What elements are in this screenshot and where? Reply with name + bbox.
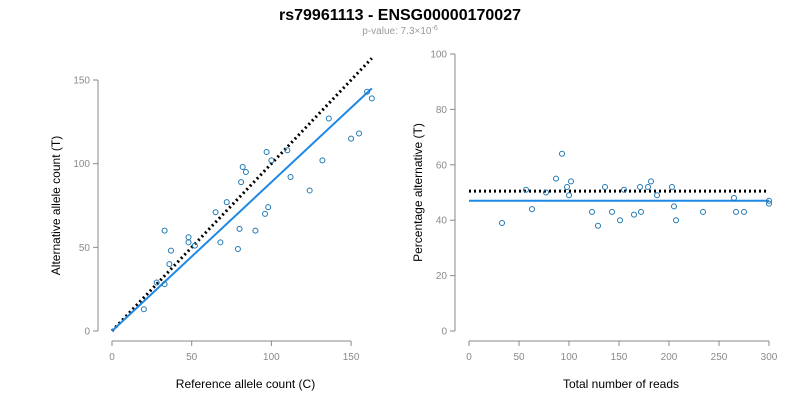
x-tick-label: 50: [513, 352, 525, 363]
x-tick-label: 100: [561, 352, 578, 363]
data-point: [648, 178, 654, 185]
data-point: [161, 227, 168, 234]
data-point: [638, 208, 644, 215]
y-tick-label: 150: [73, 76, 90, 87]
data-point: [356, 130, 363, 137]
data-point: [287, 174, 294, 181]
data-point: [166, 261, 173, 268]
data-point: [284, 147, 291, 154]
data-point: [564, 183, 570, 190]
x-tick-label: 150: [343, 352, 360, 363]
data-point: [566, 192, 572, 199]
data-point: [268, 157, 275, 164]
y-tick-label: 0: [84, 327, 90, 338]
data-point: [191, 242, 198, 249]
y-tick-label: 100: [73, 159, 90, 170]
data-point: [529, 206, 535, 213]
data-point: [364, 88, 371, 95]
y-tick-label: 80: [436, 105, 448, 116]
p-value-times: ×: [415, 26, 421, 37]
data-point: [631, 211, 637, 218]
p-value-prefix: p-value: 7.3: [362, 26, 415, 37]
fit-line: [111, 87, 373, 332]
data-point: [161, 281, 168, 288]
x-axis-label: Reference allele count (C): [176, 377, 315, 391]
y-tick-label: 40: [436, 216, 448, 227]
data-point: [153, 279, 160, 286]
data-point: [236, 225, 243, 232]
data-point: [559, 150, 565, 157]
data-point: [319, 157, 326, 164]
data-point: [609, 208, 615, 215]
data-point: [167, 247, 174, 254]
data-point: [595, 222, 601, 229]
y-axis-label: Percentage alternative (T): [411, 123, 425, 262]
data-point: [234, 246, 241, 253]
x-tick-label: 250: [711, 352, 728, 363]
data-point: [185, 239, 192, 246]
panel-percentage-alternative: 0 50 100 150 200 250 300 0 20 40 60 80 100 Total numb…: [411, 50, 778, 392]
data-point: [523, 186, 529, 193]
data-point: [741, 208, 747, 215]
data-point: [263, 148, 270, 155]
y-tick-label: 100: [430, 50, 447, 61]
y-tick-label: 20: [436, 271, 448, 282]
data-point: [589, 208, 595, 215]
x-tick-label: 150: [611, 352, 628, 363]
data-point: [602, 183, 608, 190]
data-point: [306, 187, 313, 194]
x-tick-label: 200: [661, 352, 678, 363]
reference-line: [110, 57, 373, 333]
p-value-base: 10: [420, 26, 432, 37]
x-axis-label: Total number of reads: [563, 377, 679, 391]
panel-allele-counts: 0 50 100 150 0 50 100 150 Reference allele count…: [49, 57, 375, 391]
data-point: [637, 183, 643, 190]
x-tick-label: 100: [263, 352, 280, 363]
data-point: [265, 204, 272, 211]
data-point: [185, 234, 192, 241]
y-tick-label: 60: [436, 160, 448, 171]
data-point: [223, 199, 230, 206]
chart-title: rs79961113 - ENSG00000170027: [279, 7, 521, 24]
y-tick-label: 0: [441, 327, 447, 338]
data-point: [543, 189, 549, 196]
data-point: [700, 208, 706, 215]
y-tick-label: 50: [79, 243, 91, 254]
data-point: [325, 115, 332, 122]
x-tick-label: 50: [186, 352, 198, 363]
data-point: [731, 195, 737, 202]
data-point: [252, 227, 259, 234]
data-point: [140, 306, 147, 313]
data-point: [673, 217, 679, 224]
data-point: [242, 169, 249, 176]
data-point: [654, 192, 660, 199]
data-point: [553, 175, 559, 182]
p-value-exponent: -6: [432, 25, 438, 32]
data-point: [262, 210, 269, 217]
data-point: [621, 186, 627, 193]
x-tick-label: 0: [466, 352, 472, 363]
data-point: [568, 178, 574, 185]
data-point: [766, 200, 772, 207]
x-tick-label: 300: [761, 352, 778, 363]
data-point: [617, 217, 623, 224]
data-point: [499, 219, 505, 226]
data-point: [212, 209, 219, 216]
data-point: [239, 164, 246, 171]
data-point: [766, 197, 772, 204]
data-point: [217, 239, 224, 246]
y-axis-label: Alternative allele count (T): [49, 136, 63, 275]
data-point: [368, 95, 375, 102]
x-tick-label: 0: [109, 352, 115, 363]
data-point: [645, 183, 651, 190]
data-point: [348, 135, 355, 142]
chart-subtitle: p-value: 7.3×10-6: [362, 25, 438, 37]
data-point: [238, 179, 245, 186]
data-point: [669, 183, 675, 190]
data-point: [733, 208, 739, 215]
data-point: [671, 203, 677, 210]
